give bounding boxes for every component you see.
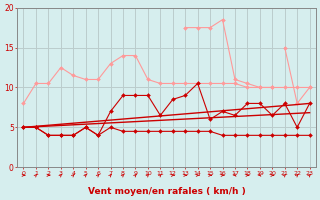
X-axis label: Vent moyen/en rafales ( km/h ): Vent moyen/en rafales ( km/h ) <box>88 187 245 196</box>
